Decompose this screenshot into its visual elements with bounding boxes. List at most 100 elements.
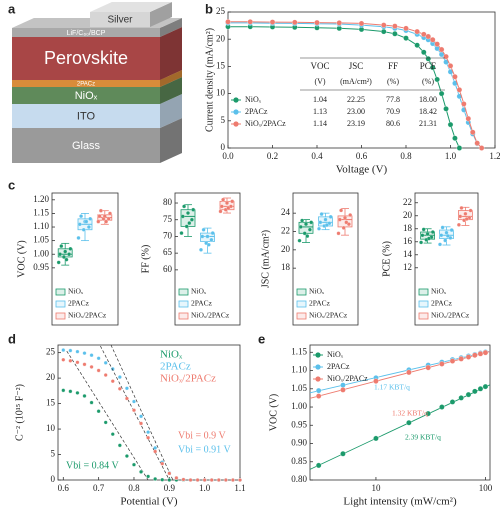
y-tick-label: 1.05 (33, 235, 49, 245)
data-point (132, 399, 136, 404)
legend-marker (233, 109, 239, 115)
data-point (444, 230, 449, 235)
x-tick-label: 1.1 (234, 483, 245, 493)
layer-side (160, 118, 182, 163)
y-tick-label: 0.95 (33, 262, 49, 272)
data-point (406, 369, 412, 376)
annotation: 2.39 KBT/q (405, 433, 441, 442)
layer-top (90, 2, 172, 12)
data-point (302, 231, 307, 236)
plot-frame (309, 344, 491, 481)
data-point (458, 214, 463, 219)
data-point (427, 236, 431, 241)
data-point (406, 419, 412, 426)
data-point (225, 201, 229, 205)
data-point (317, 226, 321, 231)
data-point (373, 435, 379, 442)
table-cell: 23.19 (347, 119, 365, 128)
data-point (456, 145, 463, 151)
plot-frame (414, 192, 479, 326)
legend-label: NiOₓ/2PACz (191, 311, 230, 320)
y-tick-label: 1.00 (33, 248, 49, 258)
panel-label: a (8, 1, 16, 16)
y-tick-label: 0.85 (291, 456, 307, 466)
y-axis-label: VOC (V) (16, 240, 27, 278)
data-point (269, 19, 276, 25)
layer-side (150, 2, 172, 27)
data-point (184, 224, 189, 229)
layer-side (160, 77, 182, 104)
data-point (482, 349, 489, 356)
data-point (438, 46, 445, 53)
data-point (429, 36, 436, 43)
data-point (425, 56, 431, 62)
data-point (343, 215, 347, 220)
data-point (298, 225, 303, 229)
table-cell: 18.42 (419, 107, 437, 116)
data-point (96, 368, 101, 373)
legend-label: 2PACz (245, 107, 268, 116)
layer-front (12, 87, 160, 104)
data-point (88, 216, 93, 221)
data-point (452, 73, 458, 80)
data-point (380, 22, 387, 28)
layer-label: LiF/C₆₀/BCP (67, 30, 106, 37)
data-point (186, 211, 190, 215)
plot-frame (174, 192, 241, 326)
data-point (59, 244, 64, 248)
layer-side (160, 18, 182, 37)
data-point (117, 443, 122, 448)
legend-label: NiOₓ (68, 287, 84, 296)
data-point (358, 20, 365, 27)
table-cell: 1.14 (313, 119, 327, 128)
data-point (181, 477, 186, 482)
data-point (447, 121, 454, 128)
table-unit: (mA/cm²) (340, 77, 372, 86)
data-point (96, 219, 101, 224)
data-point (457, 222, 461, 227)
layer-label: Silver (107, 15, 133, 26)
layer-side-shade (160, 70, 182, 87)
data-point (84, 219, 89, 224)
data-point (167, 471, 172, 476)
data-point (153, 449, 158, 454)
y-tick-label: 20 (46, 372, 56, 382)
data-point (440, 225, 445, 230)
legend-label: 2PACz (191, 299, 213, 308)
layer-front (90, 12, 150, 27)
data-point (472, 352, 478, 358)
data-point (308, 227, 312, 232)
legend-marker (233, 97, 239, 103)
data-point (421, 227, 426, 232)
y-axis-label: Current density (mA/cm²) (204, 28, 215, 132)
y-tick-label: 15 (46, 398, 56, 408)
legend-label: NiOₓ/2PACz (431, 311, 470, 320)
data-point (414, 28, 420, 35)
data-point (97, 214, 102, 219)
data-point (110, 379, 115, 384)
data-point (465, 391, 472, 398)
layer-label: NiOₓ (75, 90, 98, 102)
data-point (348, 213, 353, 217)
data-point (392, 31, 398, 37)
layer-side (160, 27, 182, 80)
legend-label: NiOₓ (431, 287, 447, 296)
data-point (216, 478, 221, 482)
data-point (117, 375, 122, 380)
data-point (68, 246, 73, 251)
data-point (182, 204, 187, 209)
panel-label: e (258, 331, 265, 346)
y-tick-label: 18 (403, 223, 413, 233)
data-point (201, 227, 206, 232)
x-tick-label: 1.2 (489, 151, 500, 161)
data-point (76, 236, 81, 240)
data-point (226, 206, 231, 210)
legend-label: NiOₓ/2PACz (327, 374, 368, 383)
data-point (403, 25, 409, 32)
data-point (68, 358, 73, 363)
annotation: 1.17 KBT/q (374, 383, 410, 392)
data-point (448, 235, 453, 240)
legend-label: NiOₓ/2PACz (309, 311, 348, 320)
layer-front (12, 80, 160, 87)
data-point (132, 408, 136, 413)
